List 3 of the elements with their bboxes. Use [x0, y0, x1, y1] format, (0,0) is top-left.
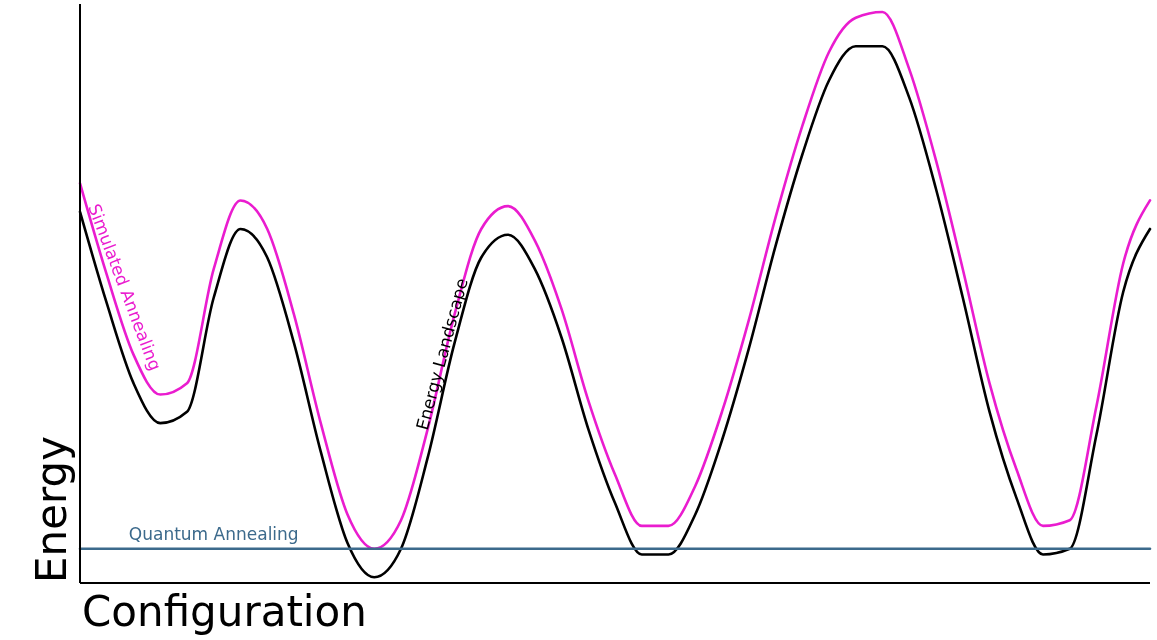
x-axis-title: Configuration	[82, 587, 367, 636]
series-label: Quantum Annealing	[128, 523, 299, 544]
y-axis-title: Energy	[27, 435, 76, 583]
